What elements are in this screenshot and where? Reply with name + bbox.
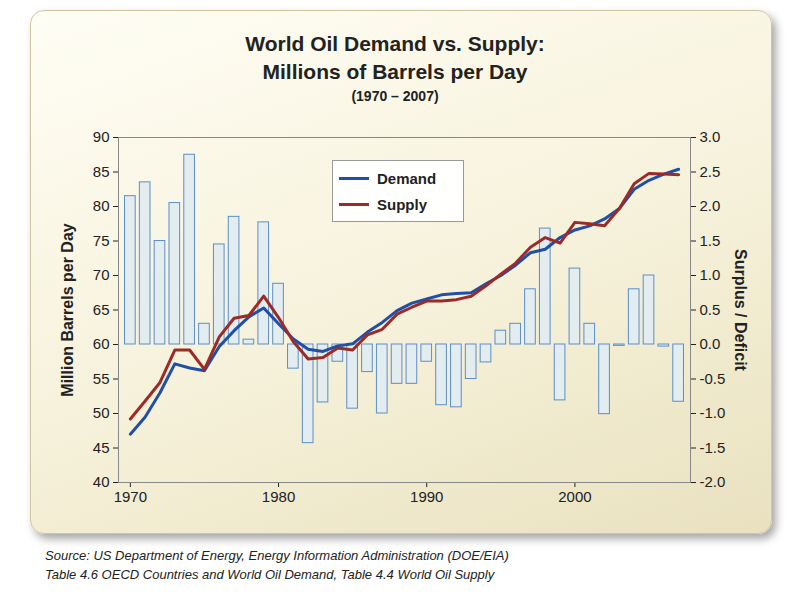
svg-text:2000: 2000 — [558, 488, 591, 505]
svg-text:70: 70 — [93, 266, 110, 283]
svg-text:80: 80 — [93, 197, 110, 214]
svg-text:-1.5: -1.5 — [700, 439, 726, 456]
svg-text:1980: 1980 — [262, 488, 295, 505]
html-text:Surplus / Deficit: Surplus / Deficit — [732, 249, 749, 371]
svg-text:2.5: 2.5 — [700, 163, 721, 180]
svg-text:90: 90 — [93, 128, 110, 145]
svg-text:1990: 1990 — [410, 488, 443, 505]
svg-text:-2.0: -2.0 — [700, 473, 726, 490]
svg-text:65: 65 — [93, 301, 110, 318]
svg-text:0.0: 0.0 — [700, 335, 721, 352]
svg-text:1.0: 1.0 — [700, 266, 721, 283]
html-text:Million Barrels per Day: Million Barrels per Day — [59, 223, 76, 397]
svg-text:50: 50 — [93, 404, 110, 421]
html-text:Supply: Supply — [377, 195, 427, 213]
svg-text:60: 60 — [93, 335, 110, 352]
svg-text:0.5: 0.5 — [700, 301, 721, 318]
svg-text:85: 85 — [93, 163, 110, 180]
svg-text:45: 45 — [93, 439, 110, 456]
svg-text:1.5: 1.5 — [700, 232, 721, 249]
svg-text:55: 55 — [93, 370, 110, 387]
svg-text:40: 40 — [93, 473, 110, 490]
svg-text:75: 75 — [93, 232, 110, 249]
html-text:Table 4.6 OECD Countries and W: Table 4.6 OECD Countries and World Oil D… — [45, 567, 495, 582]
html-text:(1970 – 2007): (1970 – 2007) — [351, 88, 439, 104]
svg-text:3.0: 3.0 — [700, 128, 721, 145]
svg-text:-1.0: -1.0 — [700, 404, 726, 421]
svg-text:2.0: 2.0 — [700, 197, 721, 214]
html-text:Source: US Department of Energ: Source: US Department of Energy, Energy … — [45, 548, 509, 563]
html-text:World Oil Demand vs. Supply: M: World Oil Demand vs. Supply: Millions of… — [245, 32, 545, 83]
html-text:Demand: Demand — [377, 169, 437, 187]
svg-text:-0.5: -0.5 — [700, 370, 726, 387]
svg-text:1970: 1970 — [114, 488, 147, 505]
